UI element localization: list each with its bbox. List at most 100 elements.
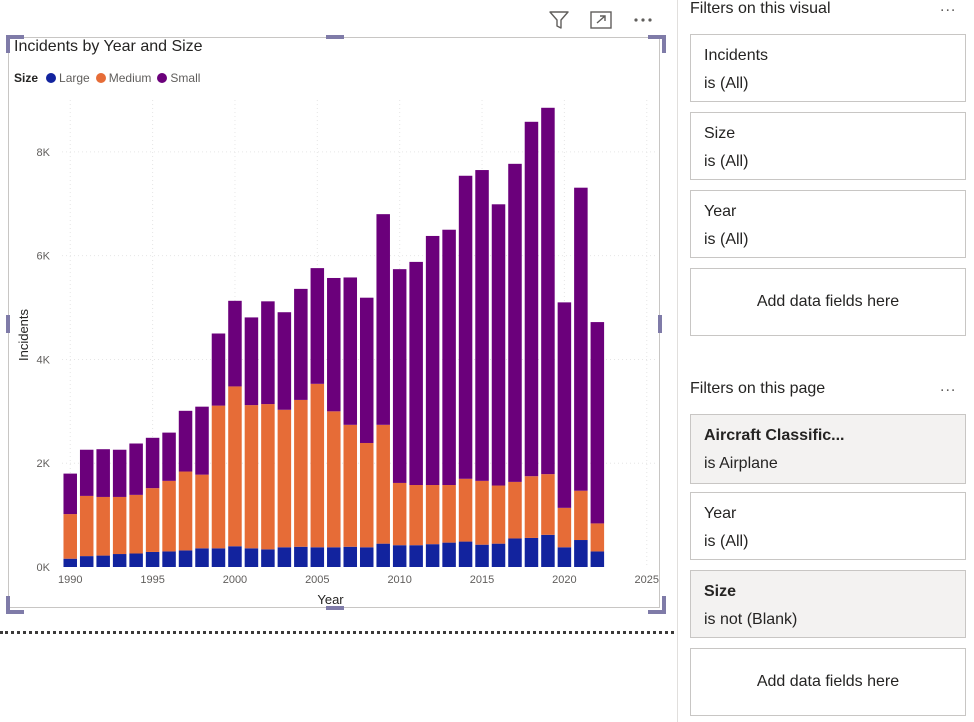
bar-segment-large	[541, 534, 555, 567]
bar-segment-small	[277, 312, 292, 410]
add-data-fields-visual-dropzone[interactable]: Add data fields here	[690, 268, 966, 336]
y-tick-label: 0K	[37, 562, 51, 574]
bar-segment-medium	[112, 496, 127, 555]
bar-segment-small	[392, 269, 407, 483]
legend-title: Size	[14, 71, 39, 85]
legend-label-large: Large	[59, 71, 90, 85]
resize-handle-bottom-left[interactable]	[6, 596, 24, 614]
bar-segment-large	[425, 544, 440, 567]
resize-handle-top-right[interactable]	[648, 35, 666, 53]
bar-segment-large	[409, 545, 423, 567]
bar-segment-small	[541, 107, 555, 475]
bar-segment-small	[228, 300, 242, 387]
bar-segment-medium	[327, 411, 341, 548]
filter-card-aircraft-classification[interactable]: Aircraft Classific... is Airplane	[690, 414, 966, 484]
bar-segment-large	[343, 546, 358, 567]
bar-segment-large	[79, 556, 94, 567]
bar-segment-small	[244, 317, 259, 406]
bar-segment-large	[129, 553, 143, 567]
legend-item-medium[interactable]: Medium	[95, 71, 151, 85]
y-tick-label: 6K	[37, 251, 51, 263]
bar-segment-small	[129, 443, 143, 495]
bar-segment-large	[63, 558, 77, 567]
x-tick-label: 2000	[223, 574, 247, 586]
bar-segment-large	[557, 547, 572, 567]
bar-segment-medium	[162, 480, 176, 552]
filter-value: is (All)	[704, 533, 749, 550]
resize-handle-bottom[interactable]	[326, 606, 344, 610]
focus-mode-icon[interactable]	[588, 8, 614, 32]
bar-segment-medium	[376, 424, 390, 544]
x-axis-title: Year	[317, 592, 344, 607]
bar-segment-large	[442, 542, 456, 567]
resize-handle-right[interactable]	[658, 315, 662, 333]
filter-value: is Airplane	[704, 455, 778, 472]
bar-segment-medium	[508, 481, 522, 539]
bar-segment-large	[310, 547, 325, 567]
bar-segment-large	[590, 551, 605, 567]
filter-card-page-year[interactable]: Year is (All)	[690, 492, 966, 560]
stacked-bar-chart: 0K 2K 4K 6K 8K 1990 1995 2000 2005 2010 2015 2020 20…	[16, 100, 659, 607]
x-tick-label: 2020	[552, 574, 576, 586]
filters-visual-more-icon[interactable]: ...	[940, 0, 957, 15]
more-options-icon[interactable]	[630, 8, 656, 32]
bar-segment-large	[145, 551, 160, 567]
filter-card-incidents[interactable]: Incidents is (All)	[690, 34, 966, 102]
bar-segment-medium	[574, 490, 588, 541]
bar-segment-medium	[524, 476, 539, 538]
bar-segment-large	[211, 548, 226, 567]
add-data-fields-page-dropzone[interactable]: Add data fields here	[690, 648, 966, 716]
filter-name: Incidents	[704, 47, 769, 64]
bar-segment-large	[294, 546, 308, 567]
bar-segment-small	[376, 214, 390, 425]
bar-segment-large	[376, 543, 390, 567]
bar-segment-medium	[310, 383, 325, 548]
bar-segment-medium	[409, 485, 423, 546]
chart-title: Incidents by Year and Size	[14, 38, 203, 55]
bar-segment-large	[458, 541, 473, 567]
filter-card-year[interactable]: Year is (All)	[690, 190, 966, 258]
bar-segment-large	[491, 543, 506, 567]
visual-header-toolbar	[540, 4, 664, 34]
bar-segment-small	[458, 175, 473, 479]
filter-card-page-size[interactable]: Size is not (Blank)	[690, 570, 966, 638]
bar-segment-large	[178, 550, 193, 567]
bar-segment-large	[359, 547, 374, 567]
visual-bottom-divider	[0, 631, 674, 634]
filter-value: is (All)	[704, 75, 749, 92]
resize-handle-left[interactable]	[6, 315, 10, 333]
resize-handle-top[interactable]	[326, 35, 344, 39]
y-tick-label: 4K	[37, 354, 51, 366]
legend-item-large[interactable]: Large	[46, 71, 90, 85]
y-tick-label: 8K	[37, 147, 51, 159]
filter-card-size[interactable]: Size is (All)	[690, 112, 966, 180]
bar-segment-small	[261, 301, 275, 405]
bar-segment-large	[392, 545, 407, 567]
filter-name: Aircraft Classific...	[704, 427, 845, 444]
filter-icon[interactable]	[546, 8, 572, 32]
legend-label-small: Small	[170, 71, 201, 85]
bar-segment-medium	[244, 405, 259, 549]
bar-segment-medium	[557, 507, 572, 548]
bar-segment-medium	[96, 496, 110, 556]
bar-segment-small	[294, 288, 308, 400]
filter-value: is (All)	[704, 231, 749, 248]
bar-segment-large	[228, 546, 242, 567]
filters-on-page-header: Filters on this page	[690, 380, 826, 397]
bar-segment-medium	[294, 399, 308, 547]
legend-item-small[interactable]: Small	[157, 71, 200, 85]
filter-pane: Filters on this visual ... Incidents is …	[677, 0, 974, 722]
bar-segment-small	[409, 261, 423, 486]
filters-page-more-icon[interactable]: ...	[940, 378, 957, 395]
bar-segment-medium	[277, 409, 292, 548]
bar-segment-large	[524, 537, 539, 567]
y-axis-title: Incidents	[16, 308, 31, 361]
bar-segment-small	[63, 473, 77, 515]
bar-segment-medium	[343, 424, 358, 547]
resize-handle-bottom-right[interactable]	[648, 596, 666, 614]
bar-segment-medium	[211, 405, 226, 549]
filter-name: Year	[704, 505, 737, 522]
resize-handle-top-left[interactable]	[6, 35, 24, 53]
bar-segment-medium	[79, 495, 94, 557]
bar-segment-medium	[590, 523, 605, 552]
